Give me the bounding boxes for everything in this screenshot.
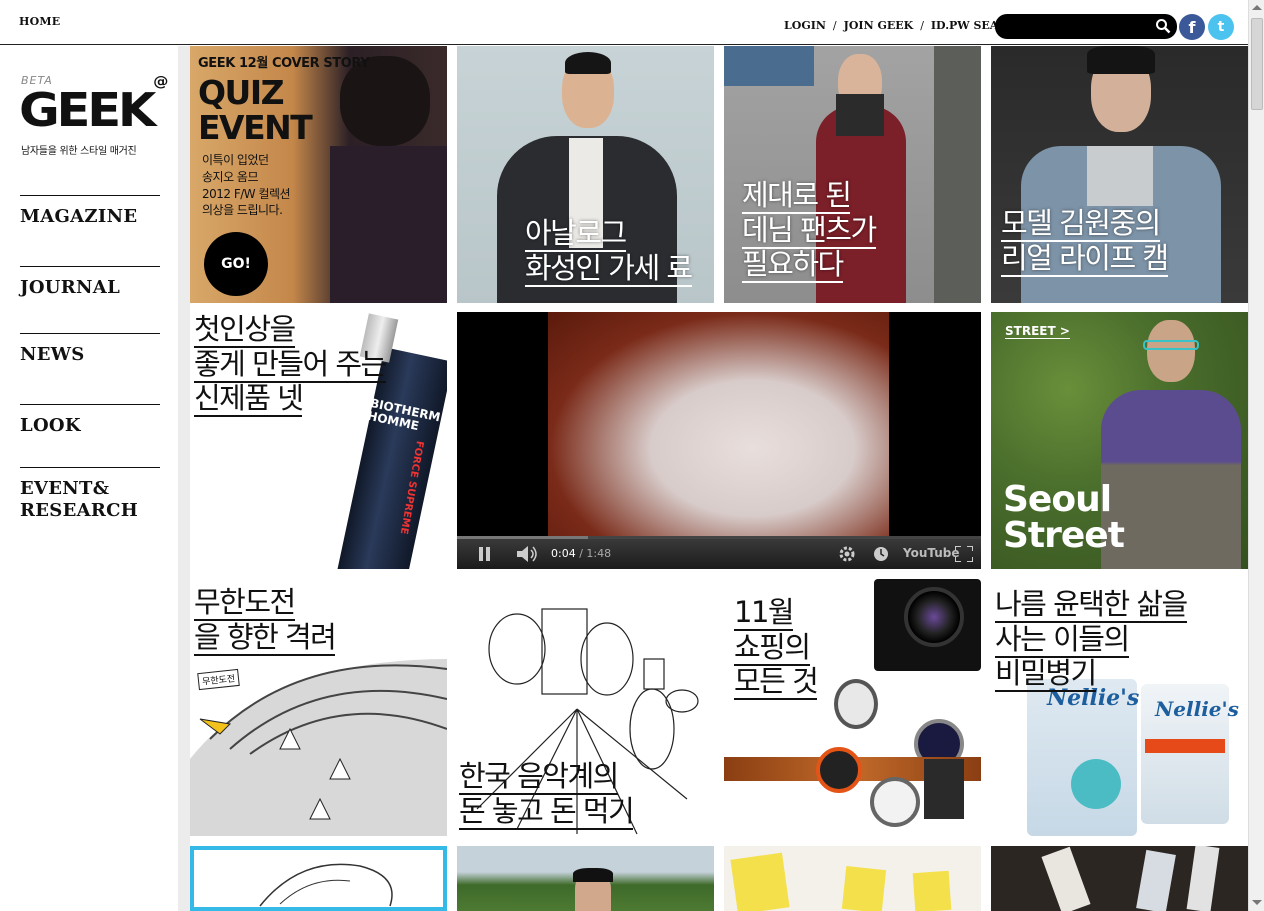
tile-caption: 한국 음악계의 돈 놓고 돈 먹기 [459, 759, 635, 830]
tile-new-skincare[interactable]: BIOTHERM HOMME FORCE SUPREME 첫인상을 좋게 만들어… [190, 312, 447, 569]
site-logo[interactable]: GEEK@ [19, 73, 169, 137]
top-bar: HOME LOGIN / JOIN GEEK / ID.PW SEARCH f … [0, 0, 1248, 45]
search-icon[interactable] [1155, 18, 1171, 34]
scroll-down-icon[interactable] [1252, 900, 1262, 905]
nav-event-research[interactable]: EVENT& RESEARCH [20, 467, 160, 521]
beta-label: BETA [21, 74, 53, 87]
street-label[interactable]: STREET > [1005, 324, 1070, 339]
tile-cover-quiz-event[interactable]: GEEK 12월 COVER STORY QUIZ EVENT 이특이 입었던 … [190, 46, 447, 303]
fullscreen-icon[interactable] [955, 546, 973, 562]
nav-news[interactable]: NEWS [20, 333, 160, 366]
tile-park-portrait[interactable] [457, 846, 714, 911]
home-link[interactable]: HOME [19, 15, 61, 28]
tile-model-life-cam[interactable]: 모델 김원중의 리얼 라이프 캠 [991, 46, 1248, 303]
link-separator: / [920, 19, 924, 32]
video-controls: 0:04 / 1:48 YouTube [457, 536, 981, 569]
tile-grooming-products[interactable] [991, 846, 1248, 911]
tile-caption: 제대로 된 데님 팬츠가 필요하다 [742, 178, 877, 283]
tile-caption: 나름 윤택한 삶을 사는 이들의 비밀병기 [995, 587, 1188, 692]
nav-look[interactable]: LOOK [20, 404, 160, 437]
tile-denim-pants[interactable]: 제대로 된 데님 팬츠가 필요하다 [724, 46, 981, 303]
tile-analog-interview[interactable]: 아날로그 화성인 가세 료 [457, 46, 714, 303]
video-player[interactable]: 0:04 / 1:48 YouTube [457, 312, 981, 569]
join-link[interactable]: JOIN GEEK [843, 19, 914, 32]
volume-icon[interactable] [517, 546, 539, 562]
tile-caption: 무한도전 을 향한 격려 [194, 585, 337, 656]
product-logo: Nellie's [1047, 685, 1140, 711]
tagline: 남자들을 위한 스타일 매거진 [21, 146, 137, 157]
tile-caption: 11월 쇼핑의 모든 것 [734, 595, 819, 700]
search-box [995, 14, 1177, 39]
scroll-up-icon[interactable] [1252, 5, 1262, 10]
tile-caption: 아날로그 화성인 가세 료 [525, 216, 693, 287]
twitter-icon[interactable]: t [1208, 14, 1234, 40]
pause-icon[interactable] [479, 547, 491, 561]
nav-magazine[interactable]: MAGAZINE [20, 195, 160, 228]
tile-november-shopping[interactable]: 11월 쇼핑의 모든 것 [724, 579, 981, 836]
street-title: Seoul Street [1003, 479, 1125, 556]
tile-caption: 모델 김원중의 리얼 라이프 캠 [1001, 206, 1169, 277]
tile-infinite-challenge[interactable]: 무한도전 무한도전 을 향한 격려 [190, 579, 447, 836]
tile-caption: 첫인상을 좋게 만들어 주는 신제품 넷 [194, 312, 387, 417]
sidebar-divider [178, 46, 190, 911]
facebook-icon[interactable]: f [1179, 14, 1205, 40]
account-links: LOGIN / JOIN GEEK / ID.PW SEARCH [784, 19, 1027, 32]
search-input[interactable] [1005, 18, 1150, 35]
tile-seoul-street[interactable]: STREET > Seoul Street [991, 312, 1248, 569]
product-logo: Nellie's [1155, 697, 1239, 721]
page-scrollbar[interactable] [1248, 0, 1264, 911]
cover-header: GEEK 12월 COVER STORY [198, 56, 370, 71]
tile-sketch[interactable] [190, 846, 447, 911]
login-link[interactable]: LOGIN [784, 19, 826, 32]
sidebar: BETA GEEK@ 남자들을 위한 스타일 매거진 MAGAZINE JOUR… [0, 46, 178, 911]
cover-title: QUIZ EVENT [198, 73, 313, 147]
link-separator: / [832, 19, 837, 32]
tile-sticky-notes[interactable] [724, 846, 981, 911]
scroll-thumb[interactable] [1251, 18, 1263, 110]
cover-body: 이특이 입었던 송지오 옴므 2012 F/W 컬렉션 의상을 드립니다. [202, 153, 291, 218]
go-button[interactable]: GO! [204, 232, 268, 296]
video-frame[interactable] [548, 312, 889, 539]
tile-korean-music[interactable]: 한국 음악계의 돈 놓고 돈 먹기 [457, 579, 714, 836]
settings-icon[interactable] [839, 546, 855, 562]
watch-later-icon[interactable] [873, 546, 889, 562]
nav-journal[interactable]: JOURNAL [20, 266, 160, 299]
youtube-logo[interactable]: YouTube [903, 546, 960, 560]
video-progress[interactable] [457, 536, 981, 539]
video-time: 0:04 / 1:48 [551, 547, 612, 560]
tile-secret-weapon[interactable]: Nellie's Nellie's 나름 윤택한 삶을 사는 이들의 비밀병기 [991, 579, 1248, 836]
